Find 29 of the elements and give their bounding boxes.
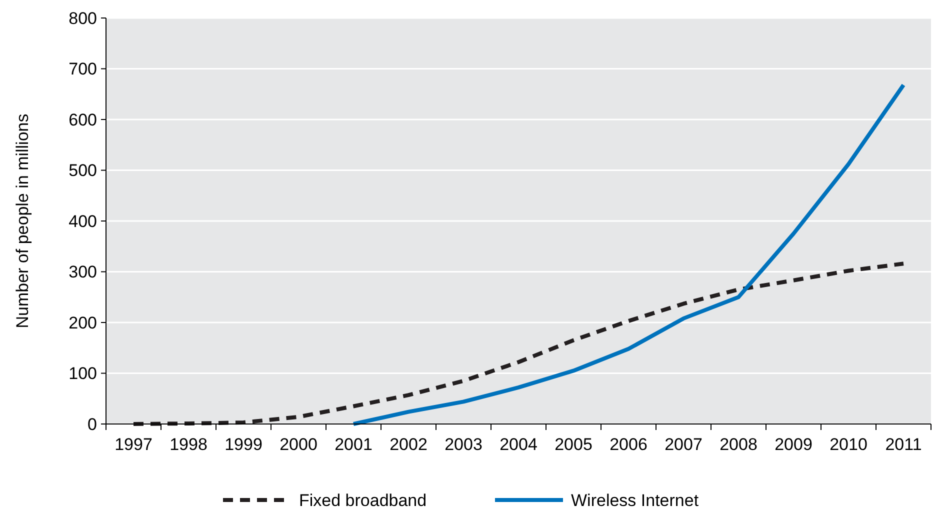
x-tick-label: 2009 xyxy=(774,435,812,454)
y-tick-label: 700 xyxy=(68,60,97,79)
y-tick-label: 400 xyxy=(68,212,97,231)
x-tick-label: 2007 xyxy=(664,435,702,454)
y-tick-label: 800 xyxy=(68,8,97,28)
x-tick-label: 2003 xyxy=(444,435,482,454)
y-tick-label: 500 xyxy=(68,161,97,180)
x-tick-label: 2002 xyxy=(390,435,428,454)
x-tick-label: 2005 xyxy=(554,435,592,454)
x-tick-label: 2006 xyxy=(610,435,648,454)
y-tick-label: 600 xyxy=(68,110,97,130)
x-tick-label: 1998 xyxy=(170,435,208,454)
x-tick-label: 2001 xyxy=(334,435,372,454)
x-tick-label: 2008 xyxy=(720,435,758,454)
x-tick-label: 2000 xyxy=(280,435,318,454)
y-tick-label: 300 xyxy=(68,262,97,282)
y-tick-label: 0 xyxy=(88,414,97,434)
y-axis-title: Number of people in millions xyxy=(13,114,32,328)
line-series xyxy=(352,82,906,426)
x-tick-label: 2004 xyxy=(500,435,538,454)
line-series xyxy=(132,262,906,426)
y-tick-label: 200 xyxy=(68,313,97,332)
legend-label: Wireless Internet xyxy=(571,490,699,510)
legend-label: Fixed broadband xyxy=(299,490,427,510)
y-tick-label: 100 xyxy=(68,364,97,384)
x-tick-label: 1997 xyxy=(114,435,152,454)
x-tick-label: 2011 xyxy=(885,435,922,454)
x-tick-label: 1999 xyxy=(224,435,262,454)
x-tick-label: 2010 xyxy=(830,435,868,454)
